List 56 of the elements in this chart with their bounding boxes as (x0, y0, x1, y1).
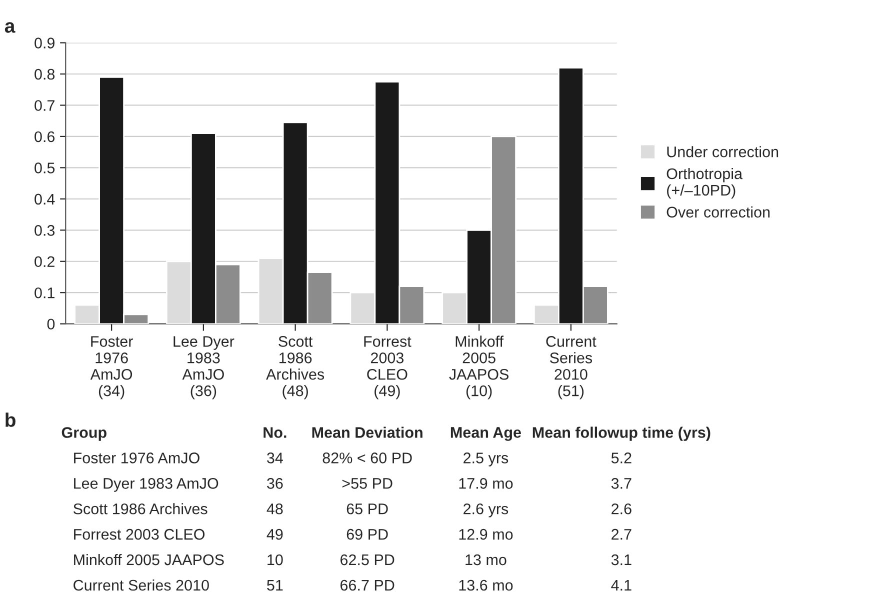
y-tick-label: 0 (47, 318, 55, 330)
x-tick-label: Current Series 2010 (51) (546, 336, 596, 400)
x-tick-label: Foster 1976 AmJO (34) (90, 336, 133, 400)
x-tick-label: Lee Dyer 1983 AmJO (36) (174, 336, 234, 400)
text: Group (62, 427, 106, 441)
y-tick-label: 0.8 (34, 68, 55, 80)
text: 3.1 (611, 554, 632, 566)
text: Minkoff 2005 JAAPOS (74, 554, 224, 566)
text: 82% < 60 PD (322, 452, 412, 464)
text: b (6, 412, 16, 427)
text: 2.7 (612, 528, 632, 540)
text: 12.9 mo (459, 528, 513, 540)
text: 2.6 yrs (464, 503, 508, 518)
y-tick-label: 0.9 (34, 38, 54, 48)
y-tick-label: 0.1 (34, 287, 54, 298)
text: Lee Dyer 1983 AmJO (74, 478, 218, 492)
legend-label: Over correction (666, 206, 770, 218)
text: 4.1 (611, 580, 632, 591)
text: 2.5 yrs (464, 452, 508, 466)
text: 2.6 (612, 503, 632, 514)
x-tick-label: Scott 1986 Archives (48) (266, 336, 324, 400)
x-tick-label: Forrest 2003 CLEO (49) (364, 336, 412, 400)
text: Foster 1976 AmJO (74, 452, 200, 464)
y-tick-label: 0.7 (34, 100, 54, 111)
text: Mean Deviation (312, 426, 422, 438)
text: 10 (268, 554, 283, 566)
y-tick-label: 0.4 (34, 194, 55, 205)
text: 62.5 PD (340, 554, 394, 566)
y-tick-label: 0.6 (34, 131, 55, 142)
text: No. (264, 427, 286, 438)
text: 51 (267, 580, 283, 591)
text: 66.7 PD (340, 580, 394, 591)
text: Current Series 2010 (74, 579, 209, 591)
text: 13.6 mo (459, 580, 513, 591)
text: >55 PD (342, 478, 392, 489)
text: Mean Age (450, 427, 521, 441)
legend-label: Under correction (667, 146, 778, 158)
text: Scott 1986 Archives (73, 503, 208, 514)
text: Forrest 2003 CLEO (74, 528, 205, 540)
text: 13 mo (466, 554, 506, 566)
x-tick-label: Minkoff 2005 JAAPOS (10) (449, 336, 508, 400)
text: 3.7 (611, 478, 632, 489)
text: 69 PD (346, 528, 388, 540)
text: 36 (267, 478, 283, 489)
y-tick-label: 0.5 (34, 162, 55, 174)
chart-title: a (4, 22, 16, 33)
text: 48 (266, 503, 283, 514)
text: 34 (267, 452, 283, 464)
text: 17.9 mo (459, 478, 513, 489)
text: 5.2 (611, 452, 632, 464)
legend-label: Orthotropia (+/–10PD) (666, 168, 743, 199)
y-tick-label: 0.2 (34, 256, 54, 268)
text: Mean followup time (yrs) (532, 426, 710, 441)
y-tick-label: 0.3 (34, 225, 55, 236)
text: 65 PD (346, 503, 388, 514)
text: 49 (266, 528, 283, 540)
